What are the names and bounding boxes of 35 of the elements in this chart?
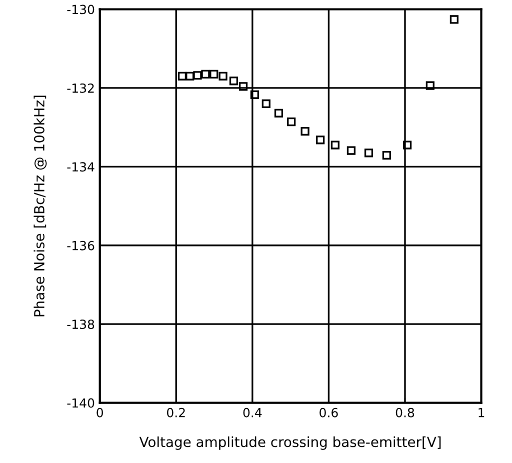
point	[262, 99, 270, 108]
y-tick-label: -140	[67, 398, 94, 408]
x-tick-label: 0.6	[320, 408, 338, 418]
y-tick-label: -134	[67, 162, 94, 172]
point	[218, 72, 228, 80]
x-tick-label: 0.4	[243, 408, 262, 418]
point	[193, 71, 202, 80]
point	[178, 72, 187, 80]
x-tick-label: 0.8	[396, 408, 414, 418]
point	[316, 136, 325, 144]
point	[274, 108, 284, 118]
x-tick-label: 1	[478, 408, 484, 418]
point	[346, 146, 356, 155]
point	[402, 140, 412, 150]
point	[229, 76, 238, 86]
point	[364, 148, 374, 158]
point	[186, 72, 194, 80]
y-tick-label: -138	[67, 320, 94, 330]
point	[210, 70, 218, 79]
x-axis-title: Voltage amplitude crossing base-emitter[V]	[139, 436, 441, 450]
point	[201, 70, 210, 79]
y-axis-title: Phase Noise [dBc/Hz @ 100kHz]	[34, 96, 47, 316]
point	[426, 81, 434, 90]
y-tick-label: -136	[67, 240, 94, 250]
point	[382, 150, 391, 160]
point	[250, 90, 260, 99]
point	[238, 82, 248, 91]
x-tick-label: 0.2	[167, 408, 185, 418]
x-tick-label: 0	[96, 408, 103, 418]
y-tick-label: -130	[67, 4, 94, 14]
y-tick-label: -132	[67, 83, 94, 93]
point	[330, 140, 340, 150]
point	[450, 15, 459, 24]
point	[287, 118, 296, 126]
point	[300, 126, 310, 136]
